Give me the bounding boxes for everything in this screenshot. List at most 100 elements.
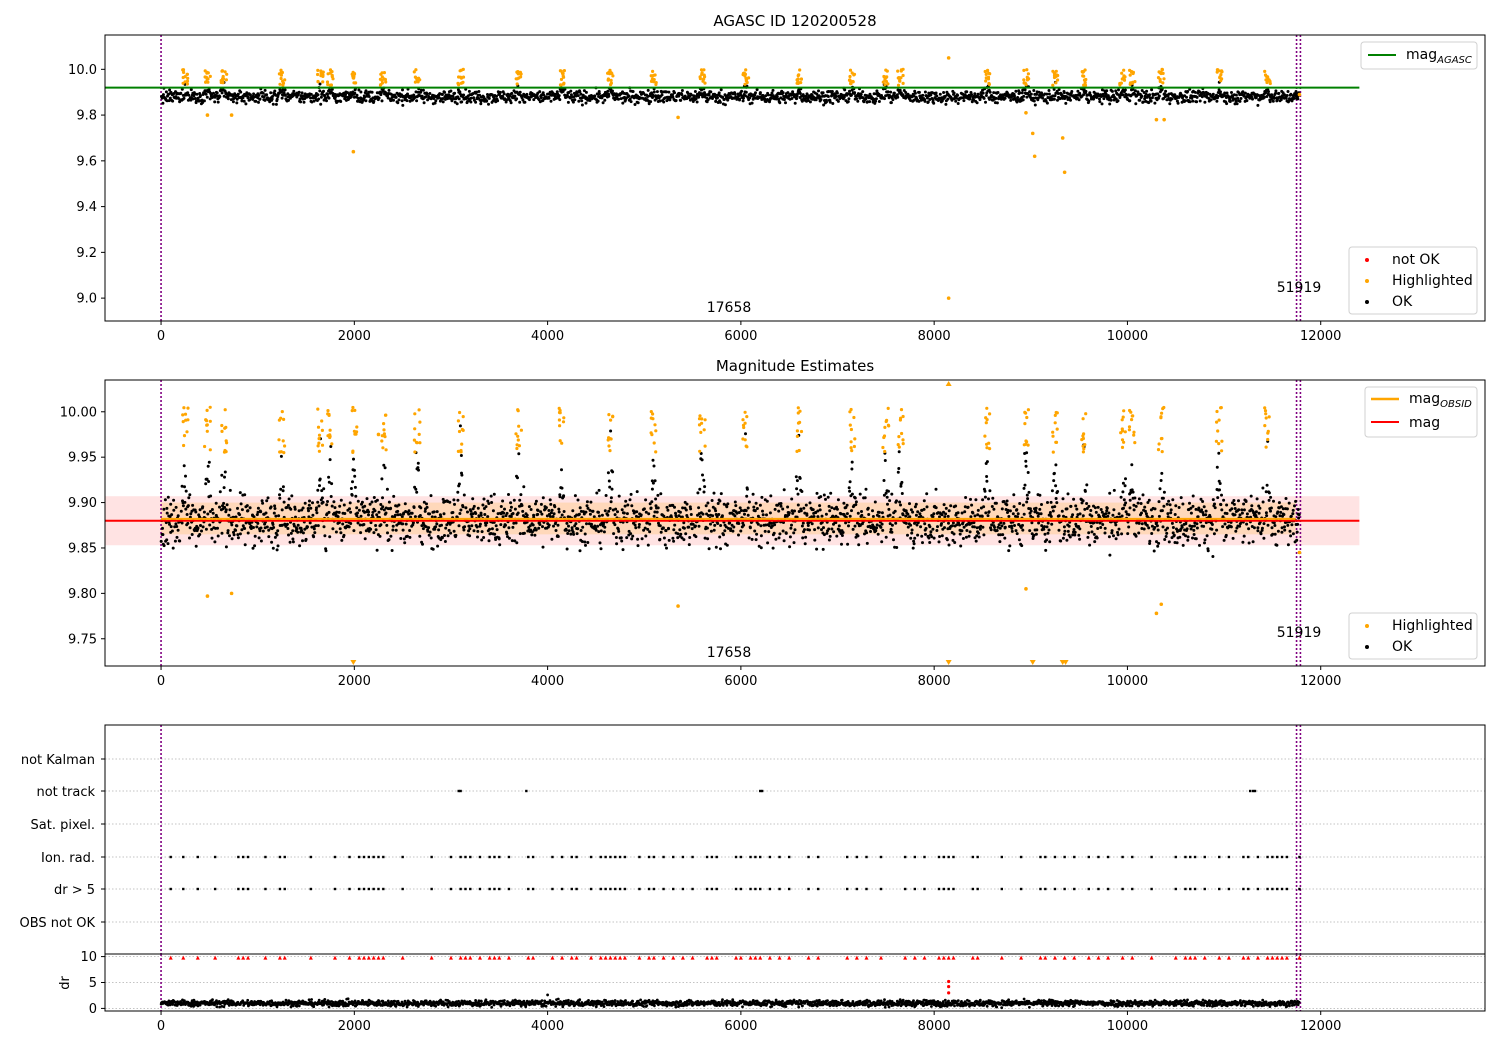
ok-point [1265, 95, 1269, 98]
ok-point [626, 503, 630, 507]
ok-point [847, 97, 851, 101]
ok-point [243, 543, 247, 547]
ok-point [1054, 484, 1058, 488]
ok-point [637, 525, 641, 529]
ok-point [1241, 90, 1245, 94]
ok-point [491, 509, 495, 513]
x-tick-label: 12000 [1300, 329, 1341, 344]
ok-point [424, 95, 428, 99]
ok-point [800, 490, 804, 493]
agasc-line-legend[interactable]: magAGASC [1360, 41, 1478, 70]
ok-point [620, 508, 624, 512]
ok-point [853, 91, 857, 95]
ok-point [777, 509, 781, 513]
ok-point [1176, 101, 1180, 105]
ok-point [656, 506, 660, 510]
ok-point [569, 89, 573, 93]
ok-point [1189, 511, 1193, 515]
ok-point [846, 542, 850, 546]
ok-point [750, 101, 754, 105]
ok-point [781, 91, 785, 95]
ok-point [964, 496, 968, 499]
ok-point [304, 537, 308, 541]
ok-point [1130, 463, 1134, 467]
ok-point [461, 505, 465, 509]
ok-point [480, 538, 484, 542]
ok-point [1029, 509, 1033, 513]
ok-point [1159, 479, 1163, 482]
ok-point [1078, 537, 1082, 541]
ok-point [1098, 97, 1101, 101]
ok-point [379, 91, 383, 95]
highlighted-point [609, 83, 613, 87]
ok-point [887, 507, 891, 511]
ok-point [235, 524, 239, 528]
ok-point [471, 507, 475, 511]
ok-point [597, 514, 601, 518]
ok-point [1160, 471, 1164, 475]
ok-point [1035, 92, 1039, 96]
ok-point [652, 464, 656, 468]
ok-point [977, 535, 981, 539]
ok-point [493, 532, 497, 536]
ok-point [714, 545, 718, 549]
ok-point [828, 100, 832, 104]
ok-point [593, 524, 597, 528]
ok-point [689, 507, 693, 511]
ok-point [412, 506, 416, 509]
ok-point [525, 92, 529, 96]
ok-point [1165, 531, 1169, 535]
ok-point [698, 515, 702, 519]
highlighted-point [702, 77, 706, 81]
ok-point [380, 477, 384, 481]
ok-point [739, 529, 743, 533]
ok-point [434, 525, 438, 529]
ok-point [923, 90, 927, 94]
ok-point [1012, 505, 1016, 509]
ok-point [1114, 537, 1118, 541]
ok-point [825, 100, 828, 104]
ok-point [642, 507, 646, 511]
ok-point [1146, 501, 1150, 504]
ok-point [1177, 506, 1181, 509]
ok-point [963, 510, 967, 514]
ok-point [1121, 93, 1125, 97]
ok-point [333, 506, 337, 510]
ok-point [1074, 504, 1078, 508]
agasc-marker-legend[interactable]: not OK Highlighted OK [1348, 246, 1478, 315]
ok-point [187, 496, 191, 500]
ok-point [942, 91, 946, 94]
ok-point [311, 513, 315, 517]
ok-point [884, 491, 888, 495]
ok-point [327, 475, 331, 479]
ok-point [453, 502, 456, 506]
ok-point [717, 513, 721, 516]
ok-point [1225, 91, 1229, 95]
ok-point [1045, 92, 1049, 96]
ok-point [257, 93, 261, 97]
ok-point [579, 529, 583, 532]
ok-point [874, 97, 878, 101]
ok-point [985, 475, 989, 478]
ok-point [664, 529, 668, 533]
ok-point [1040, 524, 1044, 528]
ok-point [826, 95, 830, 98]
ok-point [1048, 540, 1052, 544]
ok-point [502, 92, 506, 96]
highlighted-point [281, 83, 285, 87]
ok-point [706, 501, 710, 505]
ok-point [822, 526, 825, 530]
ok-point [580, 103, 584, 107]
legend-highlighted-marker [1365, 279, 1369, 283]
ok-point [860, 513, 864, 517]
ok-point [1274, 91, 1278, 95]
ok-point [1148, 539, 1152, 543]
ok-point [301, 531, 305, 535]
ok-point [1002, 500, 1006, 503]
ok-point [774, 97, 778, 101]
ok-point [796, 92, 800, 96]
ok-point [999, 533, 1002, 537]
ok-point [970, 503, 974, 507]
ok-point [1193, 90, 1197, 94]
ok-point [286, 503, 290, 507]
